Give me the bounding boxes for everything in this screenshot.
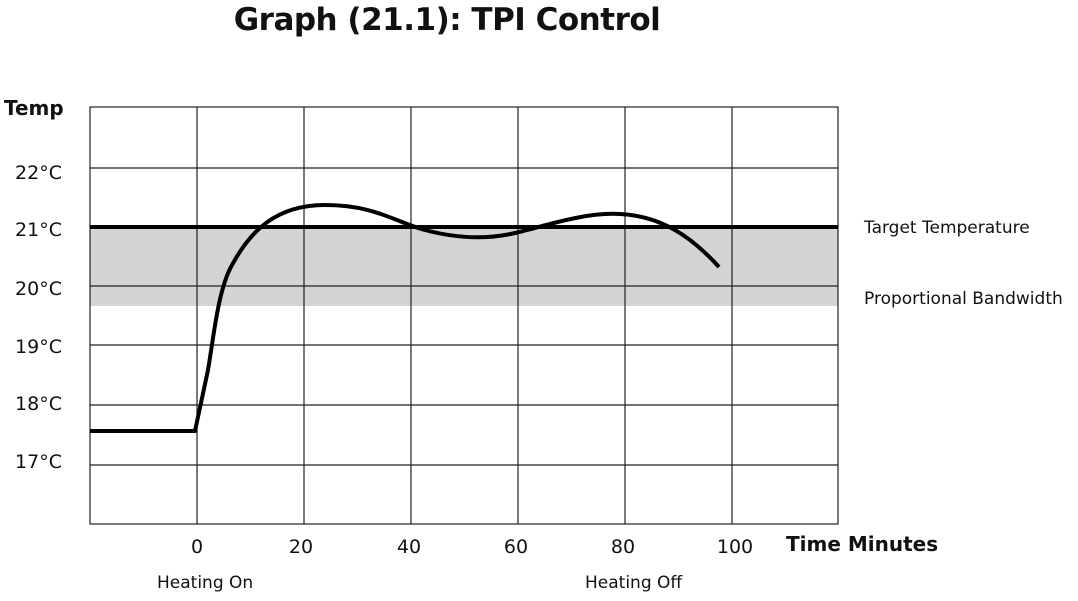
x-tick: 60 xyxy=(503,536,529,558)
y-tick: 18°C xyxy=(15,393,62,415)
chart-title: Graph (21.1): TPI Control xyxy=(233,2,661,38)
x-tick: 0 xyxy=(190,536,204,558)
x-tick: 100 xyxy=(716,536,754,558)
x-tick: 40 xyxy=(396,536,422,558)
y-tick: 22°C xyxy=(15,162,62,184)
x-tick: 80 xyxy=(610,536,636,558)
y-tick: 21°C xyxy=(15,219,62,241)
x-axis-title: Time Minutes xyxy=(786,532,939,556)
proportional-bandwidth-label: Proportional Bandwidth xyxy=(864,289,1063,309)
proportional-band xyxy=(90,227,838,306)
y-axis-title: Temp xyxy=(4,96,64,120)
y-tick: 17°C xyxy=(15,451,62,473)
heating-on-label: Heating On xyxy=(157,573,254,593)
x-tick: 20 xyxy=(288,536,314,558)
grid-lines xyxy=(89,106,839,525)
y-tick: 19°C xyxy=(15,336,62,358)
target-temperature-label: Target Temperature xyxy=(864,218,1030,238)
y-tick: 20°C xyxy=(15,278,62,300)
temperature-curve xyxy=(90,203,721,433)
heating-off-label: Heating Off xyxy=(585,573,683,593)
